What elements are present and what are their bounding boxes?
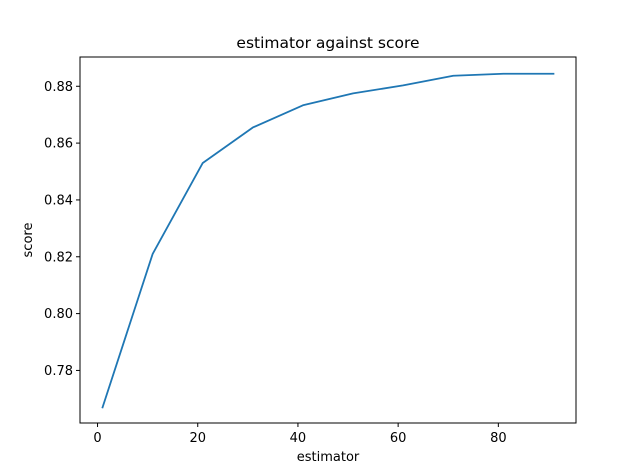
x-axis-label: estimator	[297, 450, 360, 465]
y-tick-label: 0.84	[44, 193, 73, 208]
series-line	[101, 72, 555, 409]
y-tick-label: 0.86	[44, 137, 73, 152]
plot-marks	[101, 72, 555, 409]
y-axis-ticks: 0.78 0.80 0.82 0.84 0.86 0.88	[44, 80, 80, 379]
y-tick-label: 0.78	[44, 364, 73, 379]
x-tick-label: 0	[93, 431, 101, 446]
x-tick-label: 40	[290, 431, 307, 446]
y-axis-label: score	[21, 223, 36, 258]
x-tick-label: 80	[490, 431, 507, 446]
y-tick-label: 0.88	[44, 80, 73, 95]
y-tick-label: 0.80	[44, 307, 73, 322]
y-tick-label: 0.82	[44, 250, 73, 265]
plot-frame	[79, 56, 577, 424]
x-axis-ticks: 0 20 40 60 80	[93, 423, 507, 446]
chart-title: estimator against score	[236, 34, 419, 52]
x-tick-label: 20	[189, 431, 206, 446]
x-tick-label: 60	[390, 431, 407, 446]
